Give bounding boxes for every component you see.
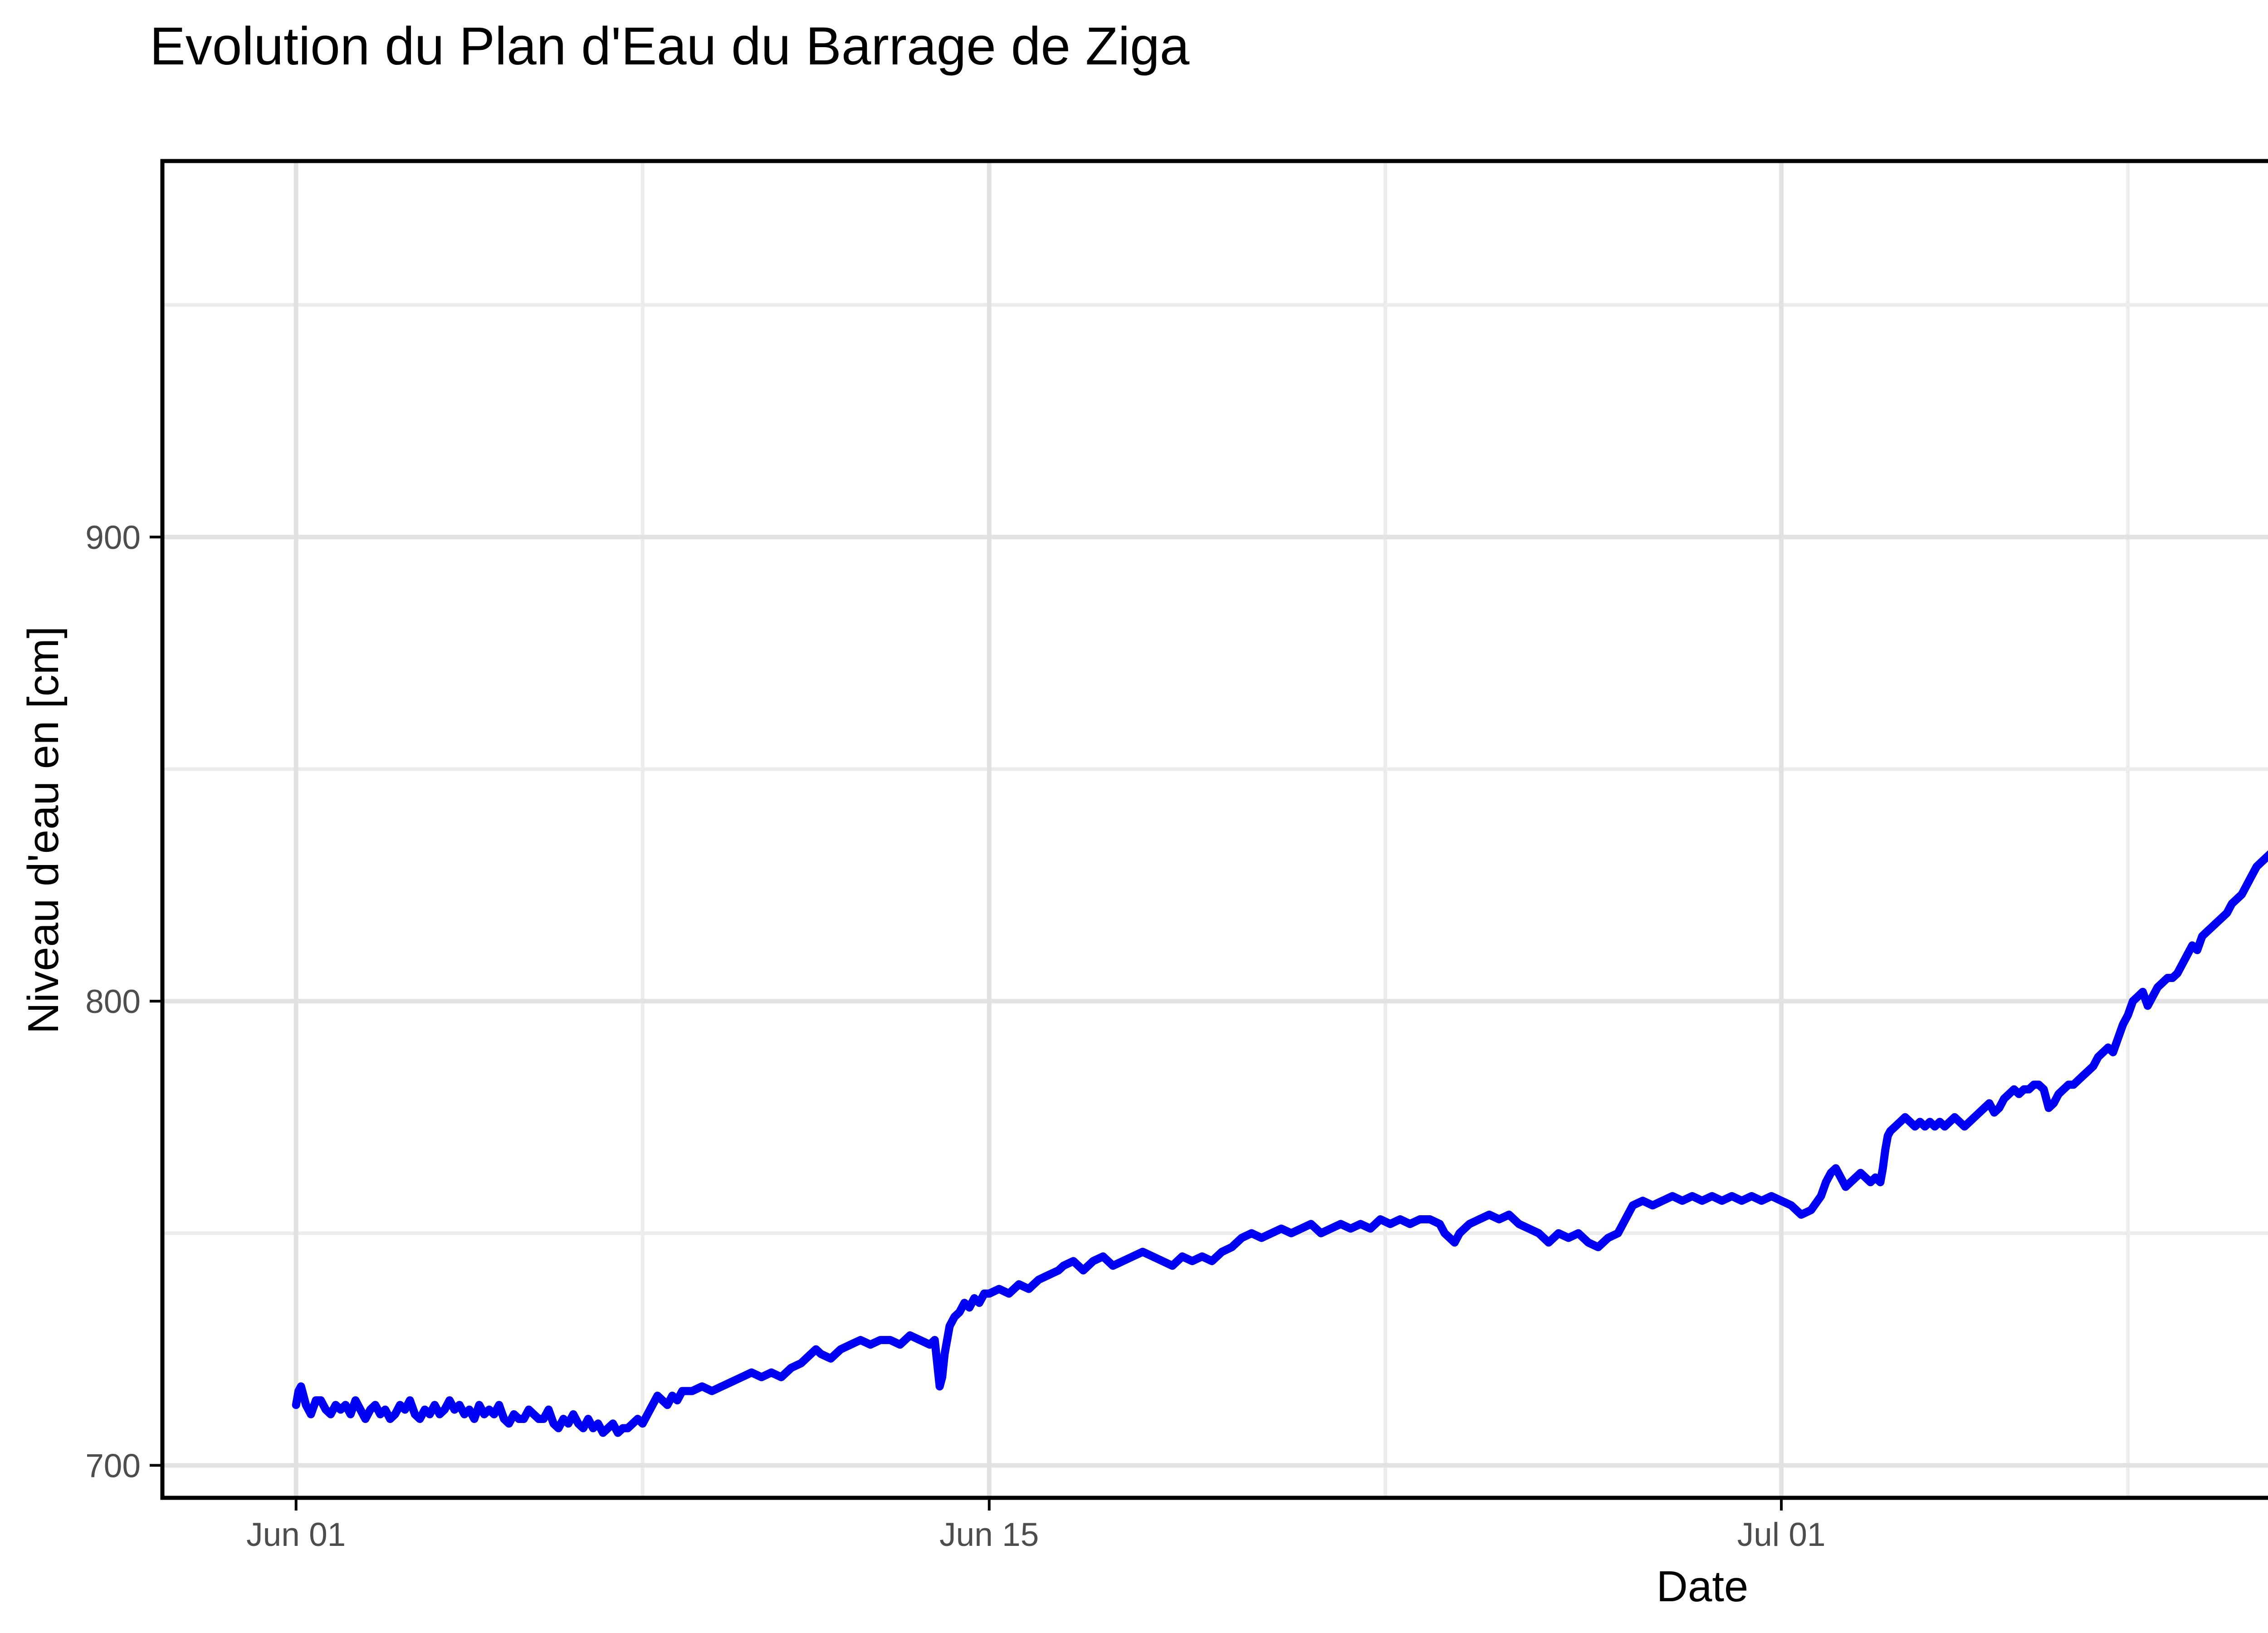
y-tick-label: 800 (85, 983, 141, 1020)
plot-panel-border (160, 159, 2268, 1500)
x-tick-label: Jun 15 (939, 1516, 1039, 1553)
x-axis-title: Date (1657, 1562, 1749, 1611)
chart-title: Evolution du Plan d'Eau du Barrage de Zi… (150, 16, 1190, 76)
y-axis-title: Niveau d'eau en [cm] (19, 626, 68, 1034)
y-axis: 700 800 900 (85, 519, 162, 1484)
water-level-line (292, 850, 2268, 1437)
gridlines-major (162, 161, 2268, 1498)
y-tick-label: 900 (85, 519, 141, 556)
y-tick-label: 700 (85, 1447, 141, 1484)
x-tick-label: Jul 01 (1737, 1516, 1826, 1553)
gridlines-minor (162, 161, 2268, 1498)
x-tick-label: Jun 01 (246, 1516, 346, 1553)
